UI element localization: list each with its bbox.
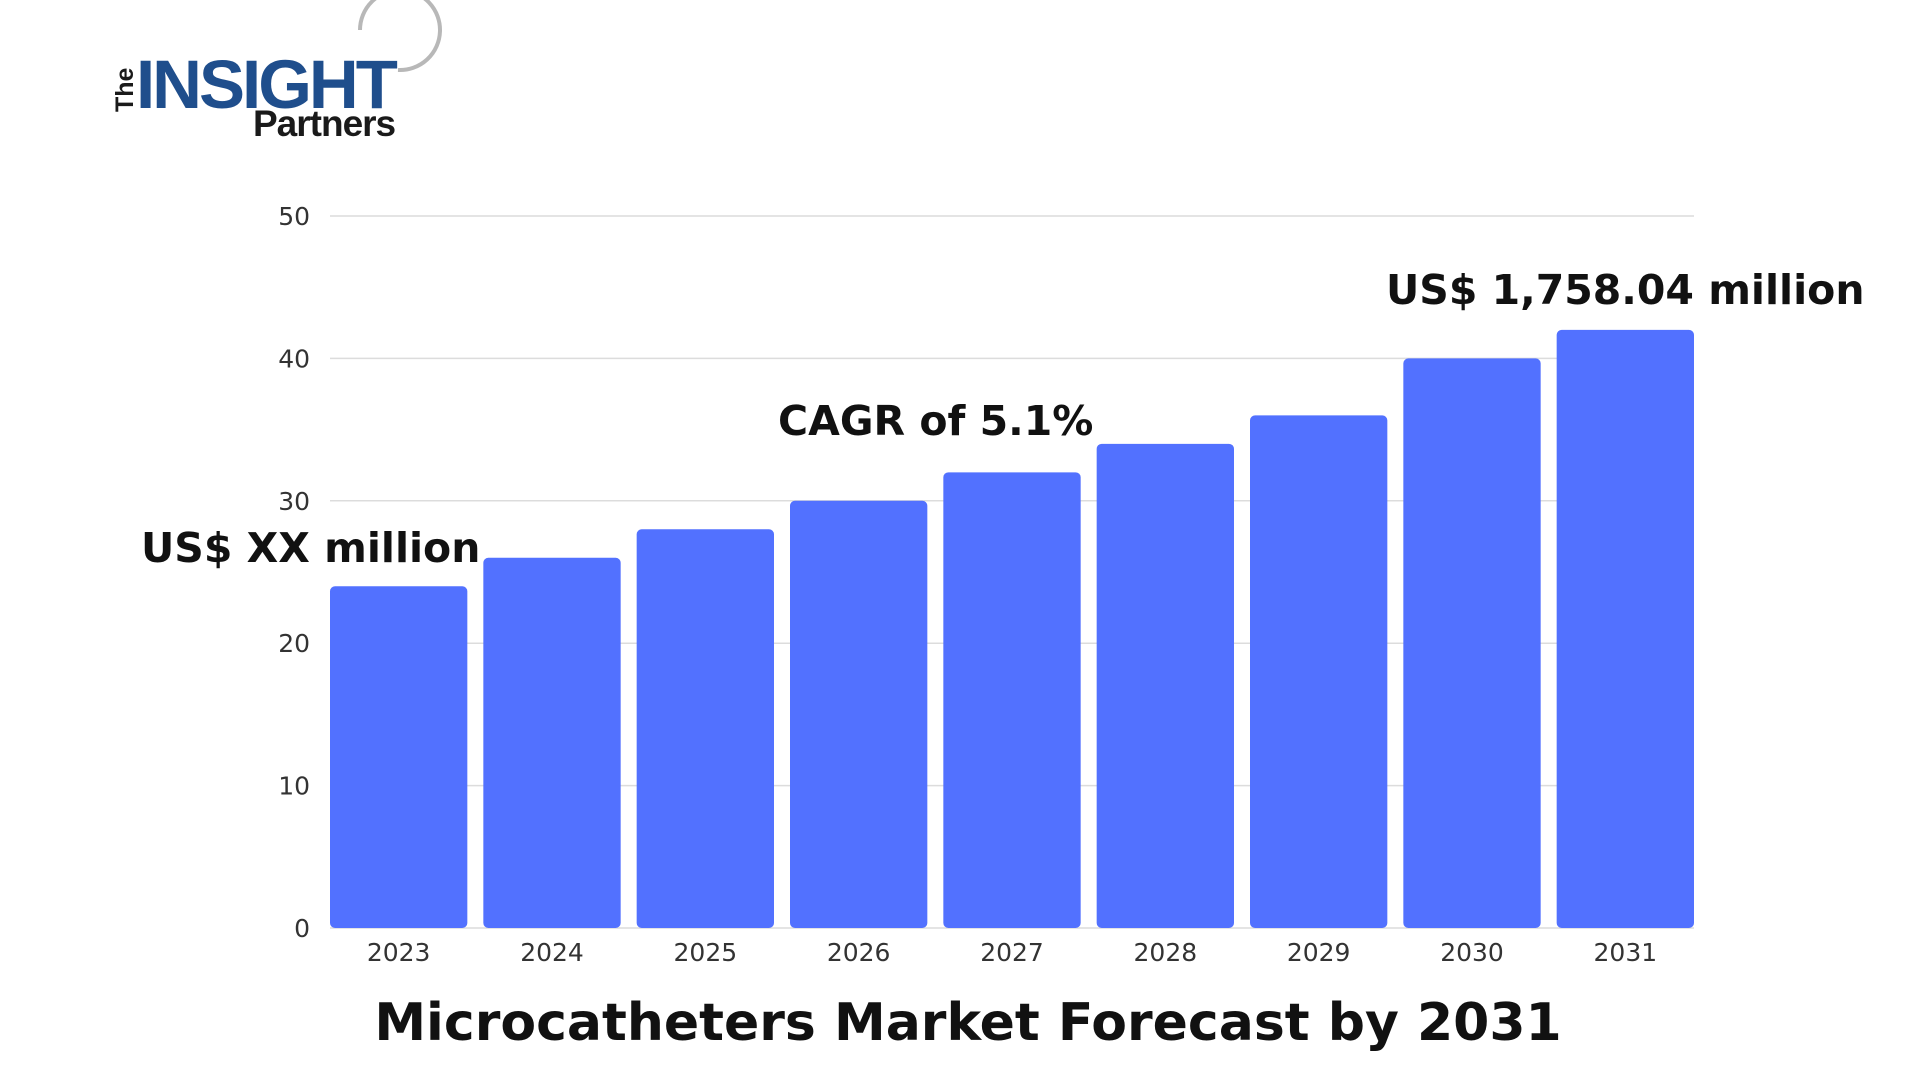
y-tick-label: 50 — [278, 202, 310, 231]
bar-2024 — [483, 557, 621, 928]
bar-2031 — [1556, 329, 1694, 928]
annotation-start-value: US$ XX million — [141, 524, 480, 572]
x-axis: 2023 2024 2025 2026 2027 2028 2029 2030 2031 — [367, 938, 1657, 967]
bars — [330, 329, 1694, 928]
x-tick-label: 2025 — [674, 938, 738, 967]
bar-2023 — [330, 586, 468, 928]
x-tick-label: 2027 — [980, 938, 1044, 967]
x-tick-label: 2029 — [1287, 938, 1351, 967]
y-tick-label: 10 — [278, 772, 310, 801]
x-tick-label: 2028 — [1134, 938, 1198, 967]
logo-partners: Partners — [253, 103, 396, 144]
x-tick-label: 2024 — [520, 938, 584, 967]
logo: The INSIGHT Partners — [111, 0, 442, 144]
bar-2027 — [943, 472, 1081, 928]
logo-the: The — [111, 67, 139, 112]
bar-2030 — [1403, 358, 1541, 928]
y-tick-label: 20 — [278, 629, 310, 658]
bar-2028 — [1096, 443, 1234, 928]
y-tick-label: 0 — [294, 914, 310, 943]
annotation-end-value: US$ 1,758.04 million — [1386, 266, 1865, 314]
y-tick-label: 40 — [278, 344, 310, 373]
x-tick-label: 2030 — [1440, 938, 1504, 967]
y-axis: 0 10 20 30 40 50 — [278, 202, 310, 943]
x-tick-label: 2023 — [367, 938, 431, 967]
chart-title: Microcatheters Market Forecast by 2031 — [374, 993, 1561, 1053]
x-tick-label: 2031 — [1594, 938, 1658, 967]
bar-2029 — [1250, 415, 1388, 928]
annotation-cagr: CAGR of 5.1% — [778, 397, 1093, 445]
magnifier-icon — [358, 0, 442, 73]
bar-2026 — [790, 500, 928, 928]
y-tick-label: 30 — [278, 487, 310, 516]
x-tick-label: 2026 — [827, 938, 891, 967]
bar-2025 — [636, 529, 774, 928]
logo-insight: INSIGHT — [136, 46, 398, 123]
